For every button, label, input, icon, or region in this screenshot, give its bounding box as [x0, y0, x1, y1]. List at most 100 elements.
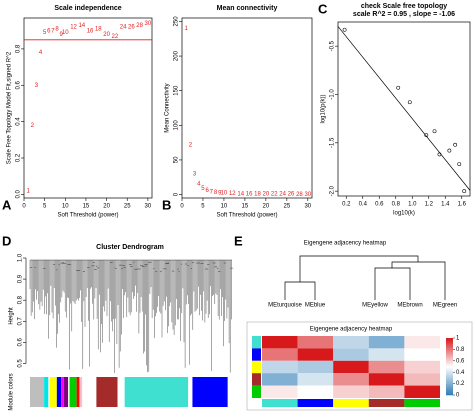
- point: [424, 133, 429, 138]
- column-color: [368, 399, 405, 407]
- x-tick-label: 0.4: [359, 202, 368, 208]
- module-color: [188, 377, 193, 407]
- colorbar-step: [446, 373, 453, 376]
- colorbar-step: [446, 340, 453, 343]
- y-tick-label: 50: [174, 156, 180, 163]
- y-tick-label: -1.5: [330, 137, 336, 148]
- x-tick-label: 0.2: [342, 202, 351, 208]
- heatmap-cell: [368, 336, 405, 349]
- y-tick-label: 0.6: [16, 80, 22, 89]
- y-tick-label: 0.8: [16, 44, 22, 53]
- heatmap-cell: [404, 336, 440, 349]
- point-label: 5: [201, 186, 205, 192]
- point-label: 26: [288, 192, 295, 198]
- panel-letter: A: [2, 197, 12, 212]
- leaf-label: MEyellow: [362, 303, 388, 309]
- y-tick-label: 0.2: [16, 153, 22, 162]
- module-color: [82, 377, 97, 407]
- point-label: 6: [205, 188, 209, 194]
- heatmap-cell: [297, 336, 334, 349]
- module-color: [79, 377, 83, 407]
- colorbar-step: [446, 370, 453, 373]
- y-tick-label: -0.5: [330, 40, 336, 51]
- point: [342, 27, 347, 32]
- module-color: [69, 377, 77, 407]
- y-tick-label: 150: [174, 85, 180, 96]
- colorbar-step: [446, 355, 453, 357]
- colorbar-step: [446, 372, 453, 374]
- dendrogram-tree: [29, 259, 234, 373]
- x-tick-label: 0: [180, 204, 184, 210]
- column-color: [333, 399, 369, 407]
- chart-title: check Scale free topology: [361, 3, 447, 10]
- colorbar-step: [446, 387, 453, 390]
- colorbar-label: 0: [456, 393, 460, 399]
- heatmap-cell: [404, 373, 440, 386]
- colorbar-step: [446, 350, 453, 353]
- module-colors-label: Module colors: [9, 373, 15, 410]
- colorbar-step: [446, 353, 453, 356]
- point-label: 7: [210, 189, 214, 195]
- point: [457, 162, 462, 167]
- dendrogram-title: Eigengene adjacency heatmap: [304, 241, 387, 247]
- x-tick-label: 5: [43, 204, 47, 210]
- colorbar-step: [446, 392, 453, 394]
- x-tick-label: 0: [22, 204, 26, 210]
- colorbar-step: [446, 363, 453, 366]
- x-tick-label: 1.0: [408, 202, 417, 208]
- point-label: 30: [145, 21, 152, 27]
- module-color: [68, 377, 70, 407]
- colorbar-step: [446, 360, 453, 363]
- colorbar-step: [446, 376, 453, 379]
- point-label: 16: [87, 28, 94, 34]
- point: [462, 189, 467, 194]
- colorbar-step: [446, 343, 453, 346]
- y-axis-label: Mean Connectivity: [165, 83, 171, 132]
- heatmap-cell: [333, 360, 369, 374]
- x-tick-label: 10: [221, 204, 228, 210]
- y-tick-label: 0: [174, 192, 180, 196]
- colorbar-step: [446, 393, 453, 396]
- point-label: 4: [197, 182, 201, 188]
- colorbar-step: [446, 342, 453, 344]
- colorbar-step: [446, 382, 453, 384]
- point: [407, 100, 412, 105]
- point-label: 28: [296, 192, 303, 198]
- y-tick-label: 200: [174, 50, 180, 61]
- x-axis-label: Soft Threshold (power): [217, 213, 278, 219]
- point-label: 26: [128, 25, 135, 31]
- module-color: [49, 377, 57, 407]
- x-tick-label: 20: [263, 204, 270, 210]
- x-tick-label: 15: [83, 204, 90, 210]
- fit-line: [337, 26, 471, 191]
- colorbar-step: [446, 377, 453, 380]
- point-label: 16: [246, 191, 253, 197]
- leaf-label: MEturquoise: [268, 303, 302, 309]
- leaf-label: MEblue: [305, 303, 326, 309]
- point-label: 6: [47, 28, 51, 34]
- point-label: 12: [70, 25, 77, 31]
- colorbar-step: [446, 339, 453, 342]
- y-tick-label: 0.4: [16, 117, 22, 126]
- x-tick-label: 30: [304, 204, 311, 210]
- colorbar-step: [446, 365, 453, 367]
- colorbar-step: [446, 369, 453, 372]
- heatmap-cell: [262, 373, 298, 386]
- point-label: 1: [185, 26, 189, 32]
- colorbar-step: [446, 389, 453, 392]
- point: [396, 85, 401, 90]
- leaf-label: MEbrown: [397, 303, 422, 309]
- chart-title: Scale independence: [54, 5, 121, 12]
- colorbar-step: [446, 347, 453, 350]
- point-label: 12: [229, 191, 236, 197]
- point-label: 8: [214, 190, 218, 196]
- point-label: 14: [237, 191, 244, 197]
- heatmap-cell: [333, 373, 369, 386]
- y-tick-label: 100: [174, 120, 180, 131]
- plot-frame: [181, 17, 313, 199]
- colorbar-step: [446, 375, 453, 377]
- colorbar-step: [446, 346, 453, 349]
- x-tick-label: 25: [283, 204, 290, 210]
- point-label: 14: [78, 23, 85, 29]
